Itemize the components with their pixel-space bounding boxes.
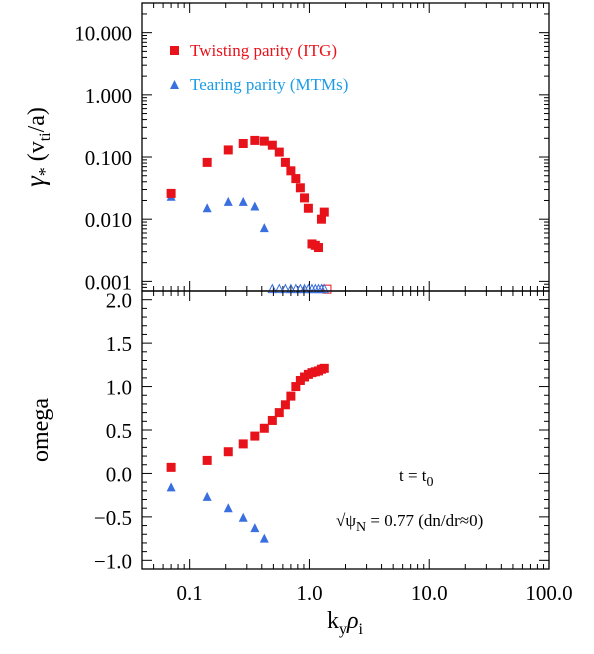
time-annotation: t = t0 (399, 466, 434, 490)
x-axis-title: kyρi (327, 608, 364, 638)
y-tick-label: −1.0 (94, 549, 132, 573)
top-y-ticks: 10.000 1.000 0.100 0.010 0.001 (74, 2, 549, 294)
frequency-panel: 2.01.51.00.50.0−0.5−1.0 0.1 1.0 10.0 100.0 … (28, 289, 573, 638)
data-point (286, 391, 296, 401)
y-tick-label: −0.5 (94, 506, 132, 530)
data-point (267, 140, 277, 150)
data-point (166, 462, 176, 472)
legend-marker-twisting (170, 46, 179, 55)
data-point (238, 512, 248, 522)
data-point (202, 157, 212, 167)
y-tick-label: 0.0 (106, 462, 132, 486)
data-point (295, 183, 305, 193)
data-point (202, 203, 212, 213)
data-point (223, 447, 233, 457)
data-point (280, 157, 290, 167)
data-point (267, 415, 277, 425)
data-point (250, 523, 260, 533)
data-point (259, 423, 269, 433)
data-point (274, 408, 284, 418)
data-point (250, 431, 260, 441)
legend-label-tearing: Tearing parity (MTMs) (190, 75, 348, 94)
data-point (280, 283, 291, 294)
y-tick-label: 1.5 (106, 332, 132, 356)
data-point (250, 135, 260, 145)
data-point (313, 243, 323, 253)
data-point (238, 138, 248, 148)
data-point (267, 283, 278, 294)
ylabel-open: (v (24, 141, 50, 161)
data-point (291, 382, 301, 392)
data-point (259, 136, 269, 146)
gamma-star: * (35, 167, 55, 176)
data-point (319, 207, 329, 217)
data-point (202, 455, 212, 465)
y-tick-label: 0.5 (106, 419, 132, 443)
x-tick-label: 100.0 (525, 581, 572, 605)
data-point (291, 174, 301, 184)
data-point (223, 503, 233, 513)
data-point (202, 491, 212, 501)
bottom-data-marks (166, 363, 329, 543)
gamma-symbol: γ (20, 175, 50, 187)
top-x-ticks (141, 3, 550, 291)
data-point (259, 223, 269, 233)
y-tick-label: 2.0 (106, 289, 132, 313)
data-point (223, 196, 233, 206)
psi-annotation: √ψN = 0.77 (dn/dr≈0) (336, 511, 483, 535)
legend-label-twisting: Twisting parity (ITG) (190, 41, 337, 60)
legend: Twisting parity (ITG) Tearing parity (MT… (170, 41, 348, 94)
data-point (274, 147, 284, 157)
data-point (316, 214, 326, 224)
bottom-y-axis-title: omega (28, 398, 54, 462)
ylabel-close: /a) (24, 107, 50, 132)
data-point (223, 145, 233, 155)
data-point (259, 533, 269, 543)
top-y-axis-title: γ* (vti/a) (20, 107, 55, 187)
data-point (166, 188, 176, 198)
data-point (280, 400, 290, 410)
data-point (238, 439, 248, 449)
x-tick-label: 1.0 (296, 581, 322, 605)
x-tick-label: 10.0 (411, 581, 448, 605)
y-tick-label: 0.001 (85, 270, 132, 294)
y-tick-label: 1.000 (85, 84, 132, 108)
ylabel-sub: ti (37, 132, 54, 141)
top-data-marks (166, 135, 332, 294)
y-tick-label: 0.010 (85, 208, 132, 232)
y-tick-label: 0.100 (85, 146, 132, 170)
y-tick-label: 1.0 (106, 376, 132, 400)
x-tick-label: 0.1 (177, 581, 203, 605)
data-point (319, 363, 329, 373)
data-point (238, 196, 248, 206)
bottom-x-ticks: 0.1 1.0 10.0 100.0 (141, 291, 573, 605)
data-point (300, 193, 310, 203)
data-point (250, 201, 260, 211)
y-tick-label: 10.000 (74, 22, 132, 46)
legend-marker-tearing (170, 80, 179, 89)
bottom-y-ticks: 2.0 1.5 1.0 0.5 0.0 −0.5 −1.0 (94, 289, 549, 573)
data-point (274, 283, 285, 294)
data-point (303, 203, 313, 213)
data-point (319, 283, 330, 294)
growth-rate-panel: 10.000 1.000 0.100 0.010 0.001 Twisting pari… (20, 2, 550, 294)
data-point (166, 482, 176, 492)
data-point (286, 166, 296, 176)
